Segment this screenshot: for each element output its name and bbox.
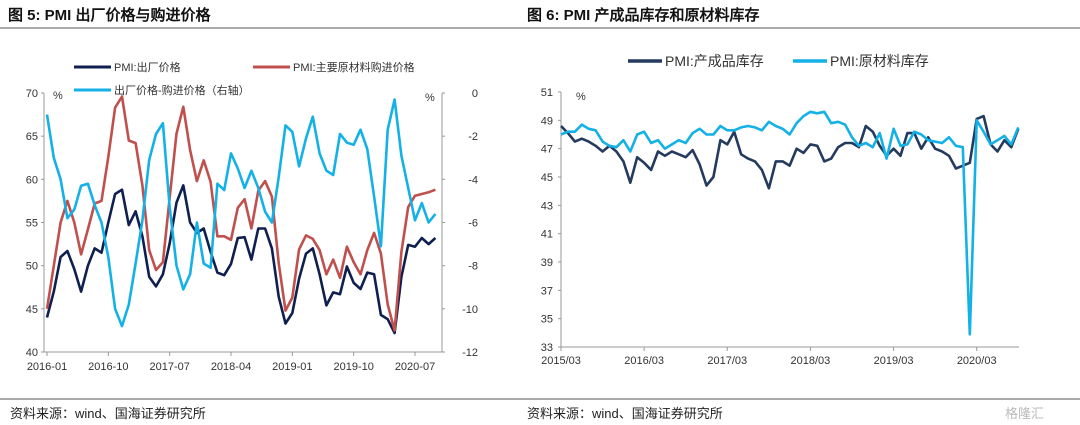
y-unit-label: %	[53, 90, 63, 102]
y2-tick-label: -12	[462, 347, 478, 359]
y-tick-label: 37	[541, 285, 553, 297]
y-tick-label: 40	[26, 347, 38, 359]
y-tick-label: 51	[541, 87, 553, 99]
y2-tick-label: 0	[472, 88, 478, 100]
y-tick-label: 65	[26, 131, 38, 143]
series-line-1	[45, 95, 436, 332]
y-unit-label: %	[576, 91, 586, 103]
y-tick-label: 60	[26, 174, 38, 186]
x-tick-label: 2019-01	[272, 361, 312, 373]
x-tick-label: 2018/03	[791, 355, 831, 367]
x-tick-label: 2016-01	[27, 361, 67, 373]
y-tick-label: 49	[541, 115, 553, 127]
chart-pmi-prices: 70 0 65 -2 60 -4 55 -6 50 -8 45 -10 40 -12 2016-01 2016…	[26, 60, 478, 373]
y-tick-label: 45	[26, 304, 38, 316]
y-tick-label: 43	[541, 200, 553, 212]
y2-tick-label: -10	[462, 304, 478, 316]
x-tick-label: 2019-10	[333, 361, 373, 373]
legend-label-0: PMI:产成品库存	[665, 53, 764, 69]
legend-label-1: PMI:原材料库存	[830, 53, 929, 69]
y-tick-label: 41	[541, 229, 553, 241]
y-tick-label: 55	[26, 218, 38, 230]
y2-tick-label: -4	[468, 174, 478, 186]
y-tick-label: 70	[26, 88, 38, 100]
y2-tick-label: -2	[468, 131, 478, 143]
y2-tick-label: -8	[468, 261, 478, 273]
plot-axes	[560, 92, 1019, 348]
x-tick-label: 2020/03	[957, 355, 997, 367]
legend-label-0: PMI:出厂价格	[114, 60, 181, 74]
series-line-0	[45, 184, 437, 335]
x-tick-label: 2017-07	[149, 361, 189, 373]
figure5-source: 资料来源：wind、国海证券研究所	[10, 406, 206, 421]
x-tick-label: 2020-07	[395, 361, 435, 373]
watermark-logo: 格隆汇	[1005, 406, 1044, 421]
x-tick-label: 2017/03	[707, 355, 747, 367]
x-tick-label: 2018-04	[211, 361, 251, 373]
figure5-title: 图 5: PMI 出厂价格与购进价格	[8, 6, 212, 24]
y-tick-label: 35	[541, 314, 553, 326]
y2-tick-label: -6	[468, 218, 478, 230]
x-tick-label: 2016-10	[88, 361, 128, 373]
y-tick-label: 47	[541, 144, 553, 156]
y-tick-label: 33	[541, 342, 553, 354]
series-line-1	[560, 110, 1020, 336]
y-tick-label: 45	[541, 172, 553, 184]
series-line-2	[45, 98, 437, 328]
x-tick-label: 2015/03	[541, 355, 581, 367]
x-tick-label: 2019/03	[874, 355, 914, 367]
legend-label-2: 出厂价格-购进价格（右轴）	[114, 83, 250, 97]
y2-unit-label: %	[425, 92, 435, 104]
y-tick-label: 39	[541, 257, 553, 269]
series-line-0	[560, 114, 1020, 190]
x-tick-label: 2016/03	[624, 355, 664, 367]
legend-label-1: PMI:主要原材料购进价格	[293, 60, 415, 74]
figure6-source: 资料来源：wind、国海证券研究所	[527, 406, 723, 421]
y-tick-label: 50	[26, 261, 38, 273]
figure6-title: 图 6: PMI 产成品库存和原材料库存	[527, 6, 760, 24]
